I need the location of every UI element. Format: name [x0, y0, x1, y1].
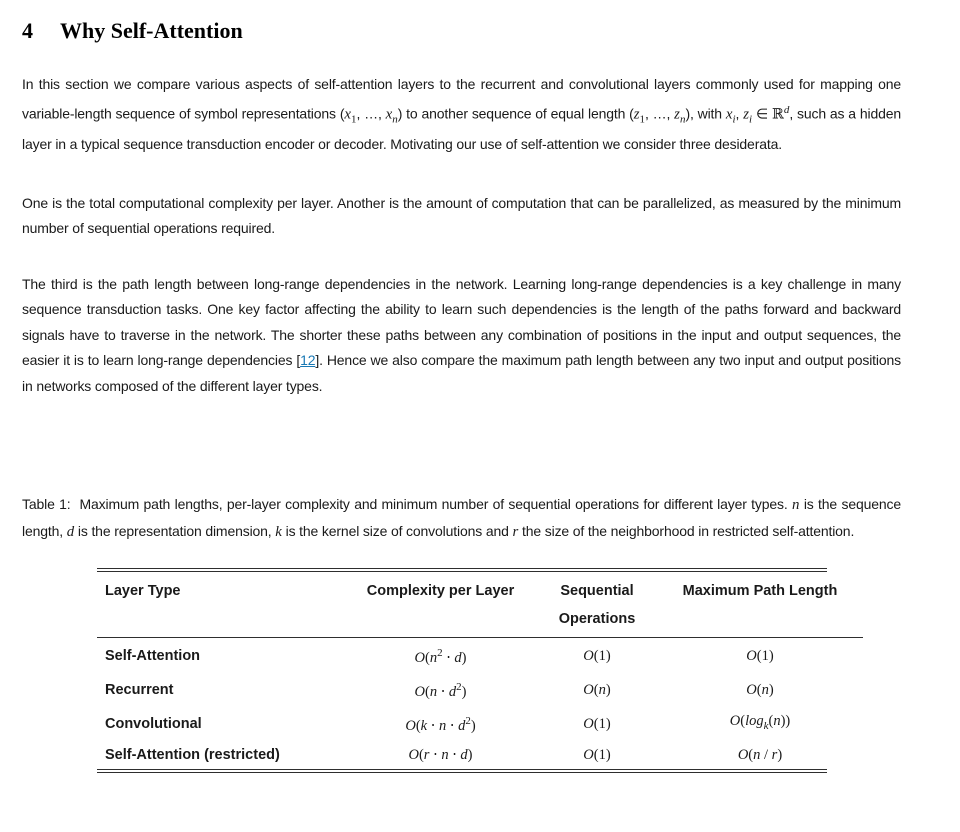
cell-maximum-path-length: O(n)	[746, 681, 774, 698]
cell-layer-type: Self-Attention (restricted)	[105, 747, 280, 763]
cell-complexity: O(r ⋅ n ⋅ d)	[408, 747, 473, 763]
cell-maximum-path-length: O(n / r)	[737, 747, 783, 763]
cell-maximum-path-length: O(1)	[746, 647, 774, 664]
table-row-self-attention: Self-Attention O(n2 ⋅ d) O(1) O(1)	[97, 638, 863, 672]
table-header-row: Layer Type Complexity per Layer Sequenti…	[97, 572, 863, 639]
cell-sequential-operations: O(n)	[583, 681, 611, 698]
table-row-recurrent: Recurrent O(n ⋅ d2) O(n) O(n)	[97, 672, 863, 706]
section-number: 4	[22, 18, 33, 43]
cell-sequential-operations: O(1)	[583, 715, 611, 732]
section-title: Why Self-Attention	[60, 18, 243, 43]
layer-comparison-table: Layer Type Complexity per Layer Sequenti…	[97, 572, 863, 769]
cell-maximum-path-length: O(logk(n))	[729, 713, 791, 732]
table-caption-text: Maximum path lengths, per-layer complexi…	[22, 496, 901, 540]
section-heading: 4 Why Self-Attention	[22, 17, 901, 45]
column-header-sequential-operations: Sequential Operations	[537, 572, 657, 639]
cell-sequential-operations: O(1)	[583, 647, 611, 664]
table-bottom-rule	[97, 769, 827, 773]
citation-link[interactable]: 12	[300, 352, 316, 369]
table-top-rule	[97, 568, 827, 573]
table-caption-label: Table 1:	[22, 496, 71, 513]
cell-layer-type: Convolutional	[105, 715, 202, 732]
paragraph-path-length: The third is the path length between lon…	[22, 275, 901, 394]
cell-sequential-operations: O(1)	[583, 747, 611, 763]
cell-complexity: O(n2 ⋅ d)	[414, 647, 467, 667]
column-header-maximum-path-length: Maximum Path Length	[657, 572, 863, 639]
cell-complexity: O(n ⋅ d2)	[414, 681, 467, 701]
complexity-table: Layer Type Complexity per Layer Sequenti…	[97, 568, 863, 773]
paragraph-intro: In this section we compare various aspec…	[22, 76, 902, 153]
table-row-self-attention-restricted: Self-Attention (restricted) O(r ⋅ n ⋅ d)…	[97, 740, 863, 769]
paper-section: 4 Why Self-Attention In this section we c…	[22, 17, 902, 773]
column-header-complexity-per-layer: Complexity per Layer	[344, 572, 537, 639]
cell-layer-type: Recurrent	[105, 681, 174, 698]
cell-complexity: O(k ⋅ n ⋅ d2)	[405, 715, 476, 734]
cell-layer-type: Self-Attention	[105, 647, 201, 664]
paragraph-complexity: One is the total computational complexit…	[22, 194, 901, 237]
table-row-convolutional: Convolutional O(k ⋅ n ⋅ d2) O(1) O(logk(…	[97, 706, 863, 740]
column-header-layer-type: Layer Type	[97, 572, 344, 639]
table-caption: Table 1: Maximum path lengths, per-layer …	[22, 492, 901, 545]
